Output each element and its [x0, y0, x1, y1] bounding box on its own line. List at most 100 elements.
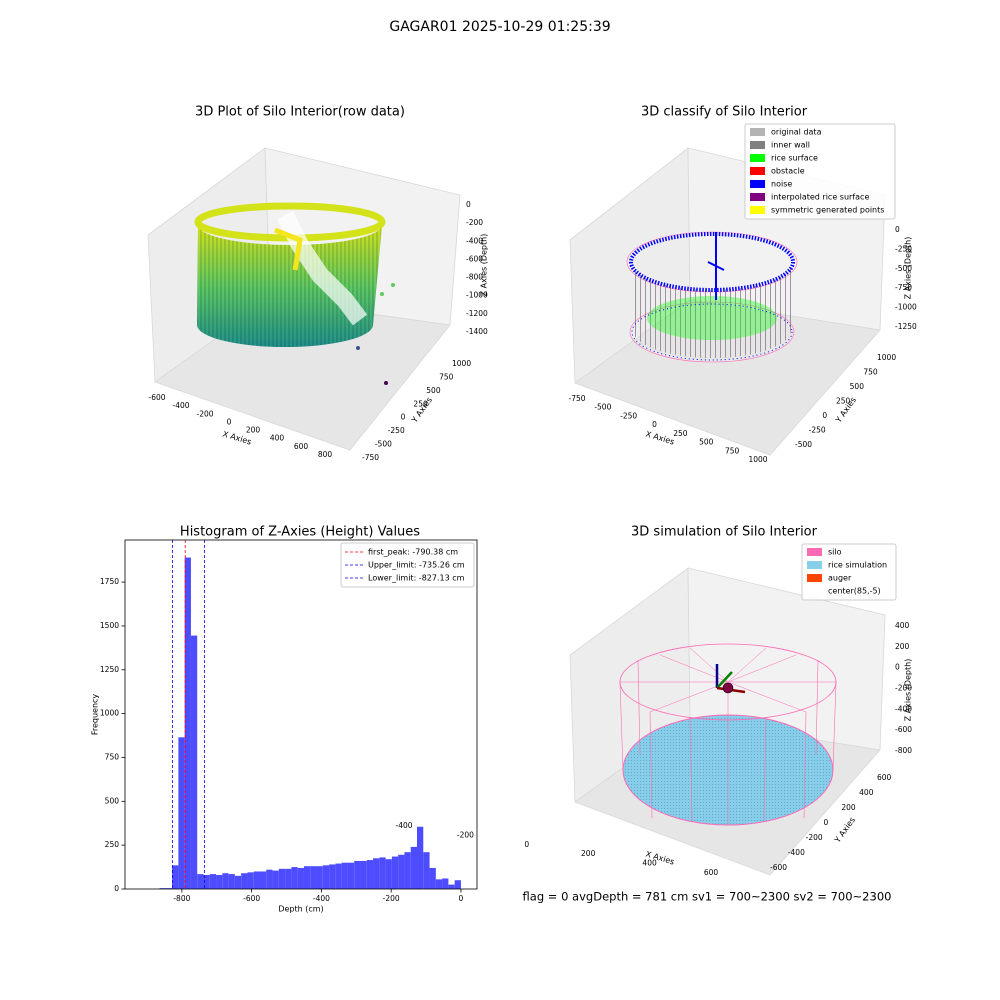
z-tick-label: 0 — [466, 200, 471, 209]
y-tick-label: -200 — [806, 833, 823, 842]
y-tick-label: -400 — [788, 848, 805, 857]
z-tick-label: 0 — [895, 663, 900, 672]
x-axis-label: X Axies — [645, 429, 676, 446]
bar — [442, 878, 449, 889]
bar — [347, 862, 355, 889]
z-tick-label: -1250 — [895, 322, 917, 331]
chart-title: 3D simulation of Silo Interior — [631, 525, 818, 540]
y-tick-label: 1250 — [100, 665, 119, 674]
legend-swatch — [807, 561, 822, 569]
y-tick-label: 1000 — [452, 359, 471, 368]
z-axis-label: Z Axies (Depth) — [480, 234, 489, 297]
x-tick-label: -500 — [594, 403, 611, 412]
legend-label: inner wall — [771, 141, 810, 150]
axes-frame — [124, 539, 478, 890]
x-tick-label: -400 — [313, 894, 330, 903]
x-tick-label: -600 — [243, 894, 260, 903]
bar — [165, 888, 173, 889]
bar — [216, 874, 223, 889]
z-tick-label: -400 — [895, 704, 912, 713]
bar — [209, 874, 217, 889]
y-tick-label: 250 — [413, 399, 428, 408]
y-tick-label: 250 — [836, 397, 851, 406]
z-tick-label: -1200 — [466, 309, 488, 318]
y-tick-label: 1500 — [100, 621, 119, 630]
y-tick-label: -250 — [388, 426, 405, 435]
x-tick-label: 400 — [642, 859, 657, 868]
y-tick-label: 600 — [877, 773, 892, 782]
y-tick-label: 500 — [426, 386, 441, 395]
z-tick-label: -200 — [466, 218, 483, 227]
suptitle: GAGAR01 2025-10-29 01:25:39 — [389, 19, 610, 35]
legend-label: obstacle — [771, 167, 805, 176]
x-tick-label: 200 — [581, 849, 596, 858]
legend-label: interpolated rice surface — [771, 193, 869, 202]
legend-box — [340, 542, 475, 588]
z-tick-label: 200 — [895, 642, 910, 651]
bar — [423, 852, 430, 889]
legend-label: Lower_limit: -827.13 cm — [368, 574, 465, 583]
legend-label: first_peak: -790.38 cm — [368, 548, 458, 557]
chart-title: Histogram of Z-Axies (Height) Values — [180, 525, 420, 540]
x-tick-label: -250 — [620, 411, 637, 420]
z-tick-label: -1000 — [466, 291, 488, 300]
legend-label: original data — [771, 128, 822, 137]
bar — [303, 866, 311, 889]
legend-swatch — [750, 180, 765, 188]
bar — [379, 857, 386, 889]
z-tick-label: -200 — [895, 684, 912, 693]
y-tick-label: -750 — [362, 453, 379, 462]
legend-swatch — [807, 548, 822, 556]
y-axis-label: Frequency — [91, 694, 100, 736]
bar — [360, 860, 367, 889]
bar — [272, 870, 279, 889]
bar — [253, 871, 261, 889]
legend-swatch — [750, 141, 765, 149]
bar — [316, 866, 323, 889]
bar — [454, 880, 461, 889]
bar — [178, 737, 185, 889]
bar — [410, 846, 417, 889]
bar — [398, 854, 405, 889]
legend-label: rice surface — [771, 154, 818, 163]
z-tick-label: -1000 — [895, 303, 917, 312]
legend-swatch — [750, 167, 765, 175]
legend-box — [801, 543, 897, 601]
x-tick-label: 0 — [652, 420, 657, 429]
x-tick-label: 1000 — [748, 455, 767, 464]
x-tick-label: 200 — [246, 426, 261, 435]
y-tick-label: -500 — [795, 440, 812, 449]
y-tick-label: 200 — [841, 803, 856, 812]
x-tick-label: -400 — [172, 401, 189, 410]
legend-swatch — [807, 587, 822, 595]
x-tick-label: -400 — [395, 821, 412, 830]
z-tick-label: -600 — [466, 254, 483, 263]
bar — [184, 557, 191, 889]
x-tick-label: 0 — [524, 840, 529, 849]
footer-text: flag = 0 avgDepth = 781 cm sv1 = 700~230… — [523, 890, 892, 904]
x-tick-label: 0 — [459, 894, 464, 903]
z-tick-label: -750 — [895, 283, 912, 292]
bar — [416, 826, 424, 889]
y-tick-label: 750 — [439, 372, 454, 381]
x-tick-label: -750 — [568, 394, 585, 403]
bar — [322, 865, 330, 889]
x-tick-label: 600 — [294, 442, 309, 451]
x-tick-label: 750 — [725, 446, 740, 455]
legend-swatch — [807, 574, 822, 582]
y-tick-label: 0 — [824, 818, 829, 827]
z-tick-label: 0 — [895, 225, 900, 234]
bar — [404, 852, 411, 889]
x-tick-label: 400 — [270, 434, 285, 443]
bar — [354, 860, 361, 889]
x-tick-label: 250 — [673, 429, 688, 438]
z-axis-label: Z Axies (Depth) — [904, 237, 913, 300]
z-tick-label: -500 — [895, 264, 912, 273]
bar — [335, 863, 342, 889]
y-tick-label: 250 — [105, 840, 120, 849]
legend-label: rice simulation — [828, 561, 887, 570]
z-tick-label: -1400 — [466, 327, 488, 336]
bar — [266, 869, 273, 889]
legend-swatch — [750, 128, 765, 136]
chart-title: 3D classify of Silo Interior — [641, 105, 808, 120]
